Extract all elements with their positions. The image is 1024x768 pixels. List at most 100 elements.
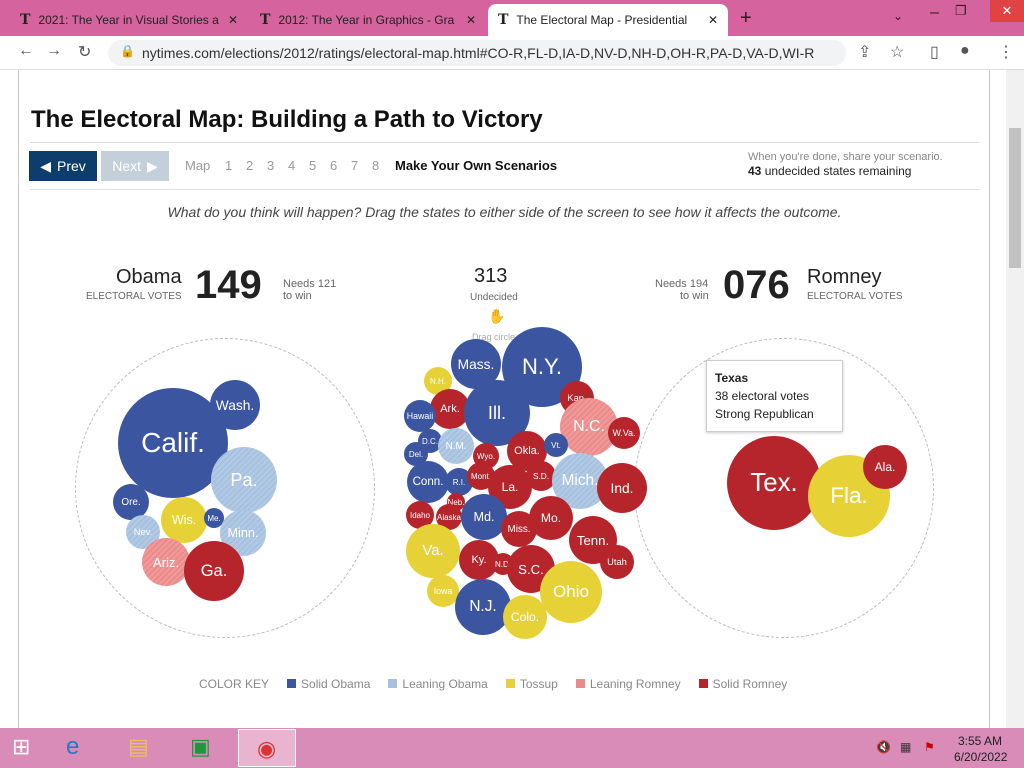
state-bubble-ga[interactable]: Ga. [184,541,244,601]
key-item-leaning_obama: Leaning Obama [388,677,488,691]
state-bubble-va[interactable]: Va. [406,524,460,578]
minimize-icon[interactable]: – [930,4,939,21]
nav-scenarios[interactable]: Make Your Own Scenarios [395,158,558,173]
tab-1[interactable]: T 2021: The Year in Visual Stories a ✕ [10,4,248,36]
nav-page-4[interactable]: 4 [288,158,296,173]
state-label: Wyo. [476,451,496,461]
state-bubble-nj[interactable]: N.J. [455,579,511,635]
nav-page-3[interactable]: 3 [267,158,275,173]
romney-name: Romney [807,266,882,288]
state-bubble-tex[interactable]: Tex. [727,436,821,530]
next-arrow-icon: ▶ [147,157,158,174]
state-label: Ariz. [152,554,180,570]
clock-time[interactable]: 3:55 AM [958,734,1003,748]
state-bubble-wash[interactable]: Wash. [210,380,260,430]
state-bubble-ark[interactable]: Ark. [430,389,470,429]
sidepanel-icon[interactable]: ▯ [930,44,939,61]
state-bubble-nev[interactable]: Nev. [126,515,160,549]
state-bubble-sd[interactable]: S.D. [526,461,556,491]
close-icon[interactable]: ✕ [227,13,238,27]
tab-bar: T 2021: The Year in Visual Stories a ✕ T 20… [0,0,1024,36]
state-bubble-pa[interactable]: Pa. [211,447,277,513]
network-icon[interactable]: ▦ [900,740,912,754]
state-bubble-ore[interactable]: Ore. [113,484,149,520]
state-label: Ky. [471,554,487,566]
nav-page-2[interactable]: 2 [246,158,254,173]
reload-icon[interactable]: ↻ [78,44,92,61]
state-bubble-ariz[interactable]: Ariz. [142,538,190,586]
state-bubble-ohio[interactable]: Ohio [540,561,602,623]
state-label: N.J. [469,598,497,615]
nav-page-5[interactable]: 5 [309,158,317,173]
star-icon[interactable]: ☆ [890,44,905,61]
state-bubble-calif[interactable]: Calif. [118,388,228,498]
ie-icon[interactable]: e [66,733,80,760]
instructions: What do you think will happen? Drag the … [167,204,842,220]
forward-icon[interactable]: → [46,42,62,59]
state-bubble-iowa[interactable]: Iowa [427,575,459,607]
tab-2[interactable]: T 2012: The Year in Graphics - Gra ✕ [250,4,486,36]
state-label: Ohio [553,582,589,601]
prev-button[interactable]: ◀ Prev [29,151,97,181]
url-input[interactable]: 🔒 nytimes.com/elections/2012/ratings/elec… [108,40,846,66]
action-center-icon[interactable]: ⚑ [924,740,935,754]
close-icon[interactable]: ✕ [465,13,476,27]
state-bubble-conn[interactable]: Conn. [407,461,449,503]
obama-needs: Needs 121 [283,278,337,290]
prev-label: Prev [56,158,86,174]
nav-page-6[interactable]: 6 [330,158,338,173]
divider [30,142,979,143]
page-title: The Electoral Map: Building a Path to Vi… [31,106,543,133]
clock-date[interactable]: 6/20/2022 [954,750,1008,764]
state-label: Ala. [874,460,896,474]
profile-icon[interactable]: ● [960,42,970,59]
share-icon[interactable]: ⇪ [858,44,872,61]
nav-page-1[interactable]: 1 [225,158,233,173]
hand-drag-icon: ✋ [488,308,506,324]
windows-start-icon[interactable]: ⊞ [12,734,31,759]
state-label: Pa. [230,469,258,490]
close-window-button[interactable]: ✕ [990,0,1024,22]
tab-3-active[interactable]: T The Electoral Map - Presidential ✕ [488,4,728,36]
state-bubble-colo[interactable]: Colo. [503,595,547,639]
nyt-icon: T [498,12,509,28]
key-label: Leaning Obama [402,677,488,691]
state-bubble-hawaii[interactable]: Hawaii [404,400,436,432]
state-bubble-nm[interactable]: N.M. [438,428,474,464]
state-bubble-ala[interactable]: Ala. [863,445,907,489]
next-button[interactable]: Next ▶ [101,151,169,181]
store-icon[interactable]: ▣ [190,734,211,759]
volume-muted-icon[interactable]: 🔇 [876,740,891,754]
tooltip-votes: 38 electoral votes [715,389,810,403]
state-bubble-me[interactable]: Me. [204,508,224,528]
state-bubble-utah[interactable]: Utah [600,545,634,579]
state-label: Mich. [561,472,599,489]
state-bubble-ind[interactable]: Ind. [597,463,647,513]
scrollbar-thumb[interactable] [1009,128,1021,268]
chrome-taskbar-button[interactable]: ◉ [238,729,296,767]
back-icon[interactable]: ← [18,42,34,59]
prev-arrow-icon: ◀ [40,157,51,174]
nav-page-8[interactable]: 8 [372,158,380,173]
state-bubble-vt[interactable]: Vt. [544,433,568,457]
nav-page-7[interactable]: 7 [351,158,359,173]
file-explorer-icon[interactable]: ▤ [128,734,149,759]
state-label: Va. [422,543,444,559]
state-bubble-wva[interactable]: W.Va. [608,417,640,449]
state-bubble-mo[interactable]: Mo. [529,496,573,540]
obama-drop-zone[interactable] [75,338,375,638]
restore-icon[interactable]: ❐ [955,3,967,18]
key-item-solid_romney: Solid Romney [698,677,787,691]
swatch [388,679,398,688]
chevron-down-icon[interactable]: ⌄ [893,9,904,23]
state-label: Miss. [507,523,531,535]
close-icon[interactable]: ✕ [707,13,718,27]
nav-map[interactable]: Map [185,158,211,173]
state-bubble-wis[interactable]: Wis. [161,497,207,543]
state-label: Minn. [227,526,259,540]
menu-icon[interactable]: ⋮ [998,44,1014,61]
state-bubble-md[interactable]: Md. [461,494,507,540]
share-text: When you're done, share your scenario. [748,151,943,163]
state-bubble-minn[interactable]: Minn. [220,510,266,556]
new-tab-icon[interactable]: + [740,7,752,29]
